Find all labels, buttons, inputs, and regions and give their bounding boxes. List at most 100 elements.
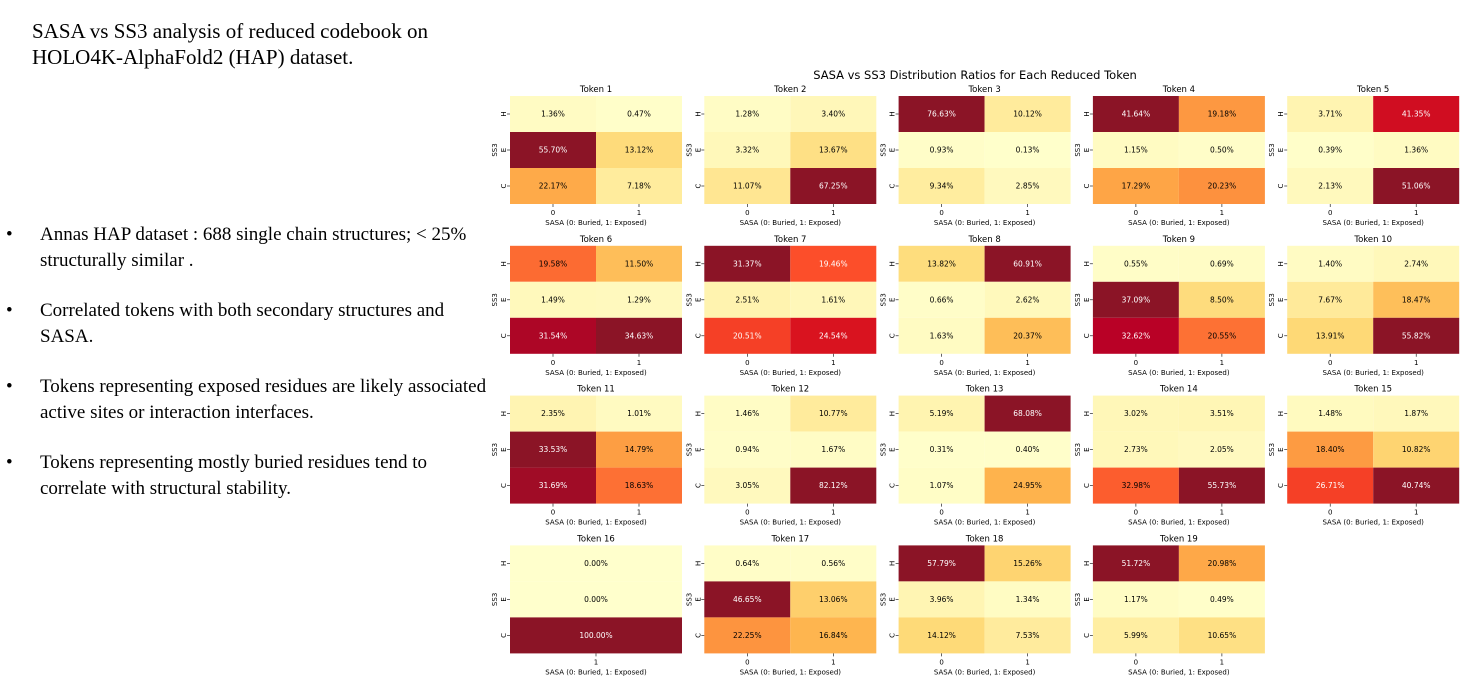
cell-value-label: 18.40% [1316,445,1345,454]
cell-value-label: 1.15% [1124,146,1148,155]
x-axis-label: SASA (0: Buried, 1: Exposed) [740,369,842,377]
x-axis-label: SASA (0: Buried, 1: Exposed) [934,219,1036,227]
heatmap-cell [704,96,791,132]
x-tick-label: 0 [1328,509,1332,517]
chart-title: SASA vs SS3 Distribution Ratios for Each… [813,68,1137,82]
cell-value-label: 55.82% [1402,331,1431,340]
x-tick-label: 1 [594,658,598,666]
y-tick-label: E [500,148,508,152]
heatmap-cell [510,168,596,204]
y-tick-label: E [1277,447,1285,451]
cell-value-label: 10.12% [1013,110,1042,119]
heatmap-cell [790,96,877,132]
x-axis-label: SASA (0: Buried, 1: Exposed) [1322,219,1424,227]
y-tick-label: E [889,447,897,451]
cell-value-label: 1.61% [821,295,845,304]
heatmap-cell [984,467,1071,504]
heatmap-cell [1373,168,1460,204]
heatmap-cell [898,245,985,282]
heatmap-cell [984,96,1071,132]
y-tick-label: H [694,261,702,266]
x-axis-label: SASA (0: Buried, 1: Exposed) [545,668,647,676]
cell-value-label: 57.79% [927,559,956,568]
heatmap-cell [984,545,1071,582]
heatmap-cell [1092,467,1179,504]
cell-value-label: 3.51% [1210,409,1234,418]
heatmap-cell [790,168,877,204]
y-tick-label: C [1083,333,1091,338]
heatmap-cell [704,431,791,468]
cell-value-label: 7.18% [627,182,651,191]
y-tick-label: E [1083,597,1091,601]
y-axis-label: SS3 [491,293,499,306]
heatmap-cell [704,545,791,582]
heatmap-cell [1092,168,1179,204]
x-axis-label: SASA (0: Buried, 1: Exposed) [934,369,1036,377]
heatmap-cell [510,467,596,504]
y-tick-label: H [694,561,702,566]
cell-value-label: 22.17% [539,182,568,191]
cell-value-label: 1.17% [1124,595,1148,604]
heatmap-cell [984,245,1071,282]
x-tick-label: 1 [831,658,835,666]
y-tick-label: H [1083,261,1091,266]
y-axis-label: SS3 [1268,293,1276,306]
y-axis-label: SS3 [880,593,888,606]
x-tick-label: 0 [1134,209,1138,217]
heatmap-cell [1178,281,1265,318]
y-tick-label: C [500,483,508,488]
heatmap-cell [898,467,985,504]
cell-value-label: 1.07% [930,481,954,490]
heatmap-cell [1178,317,1265,354]
x-axis-label: SASA (0: Buried, 1: Exposed) [1128,668,1230,676]
x-tick-label: 1 [1220,658,1224,666]
subplot-title: Token 19 [1159,534,1198,544]
y-tick-label: C [889,633,897,638]
y-tick-label: E [1083,298,1091,302]
cell-value-label: 33.53% [539,445,568,454]
cell-value-label: 0.39% [1318,146,1342,155]
x-tick-label: 0 [745,658,749,666]
y-tick-label: C [500,183,508,188]
heatmap-cell [1092,581,1179,618]
heatmap-cell [898,545,985,582]
bullet-glyph: • [6,376,13,397]
y-tick-label: C [694,183,702,188]
y-axis-label: SS3 [1074,593,1082,606]
bullet-item: • Annas HAP dataset : 688 single chain st… [6,222,496,274]
heatmap-cell [596,317,682,354]
cell-value-label: 0.13% [1016,146,1040,155]
cell-value-label: 2.05% [1210,445,1234,454]
cell-value-label: 14.79% [625,445,654,454]
cell-value-label: 1.46% [735,409,759,418]
subplot-title: Token 7 [773,235,806,245]
x-axis-label: SASA (0: Buried, 1: Exposed) [545,369,647,377]
heatmap-cell [510,317,596,354]
heatmap-cell [1287,132,1374,168]
cell-value-label: 0.66% [930,295,954,304]
y-tick-label: E [694,298,702,302]
heatmap-cell [898,617,985,654]
y-tick-label: H [500,411,508,416]
heatmap-cell [510,545,682,582]
cell-value-label: 0.40% [1016,445,1040,454]
cell-value-label: 1.36% [1404,146,1428,155]
cell-value-label: 0.69% [1210,259,1234,268]
heatmap-cell [1287,317,1374,354]
x-tick-label: 1 [637,359,641,367]
heatmap-cell [1287,467,1374,504]
cell-value-label: 76.63% [927,110,956,119]
cell-value-label: 0.93% [930,146,954,155]
cell-value-label: 2.35% [541,409,565,418]
cell-value-label: 13.12% [625,146,654,155]
heatmap-cell [596,281,682,318]
heatmap-cell [596,395,682,432]
subplot-title: Token 8 [967,235,1000,245]
y-tick-label: E [694,447,702,451]
heatmap-cell [790,281,877,318]
subplot-title: Token 18 [965,534,1004,544]
heatmap-cell [1178,96,1265,132]
cell-value-label: 31.37% [733,259,762,268]
heatmap-cell [790,245,877,282]
cell-value-label: 10.82% [1402,445,1431,454]
